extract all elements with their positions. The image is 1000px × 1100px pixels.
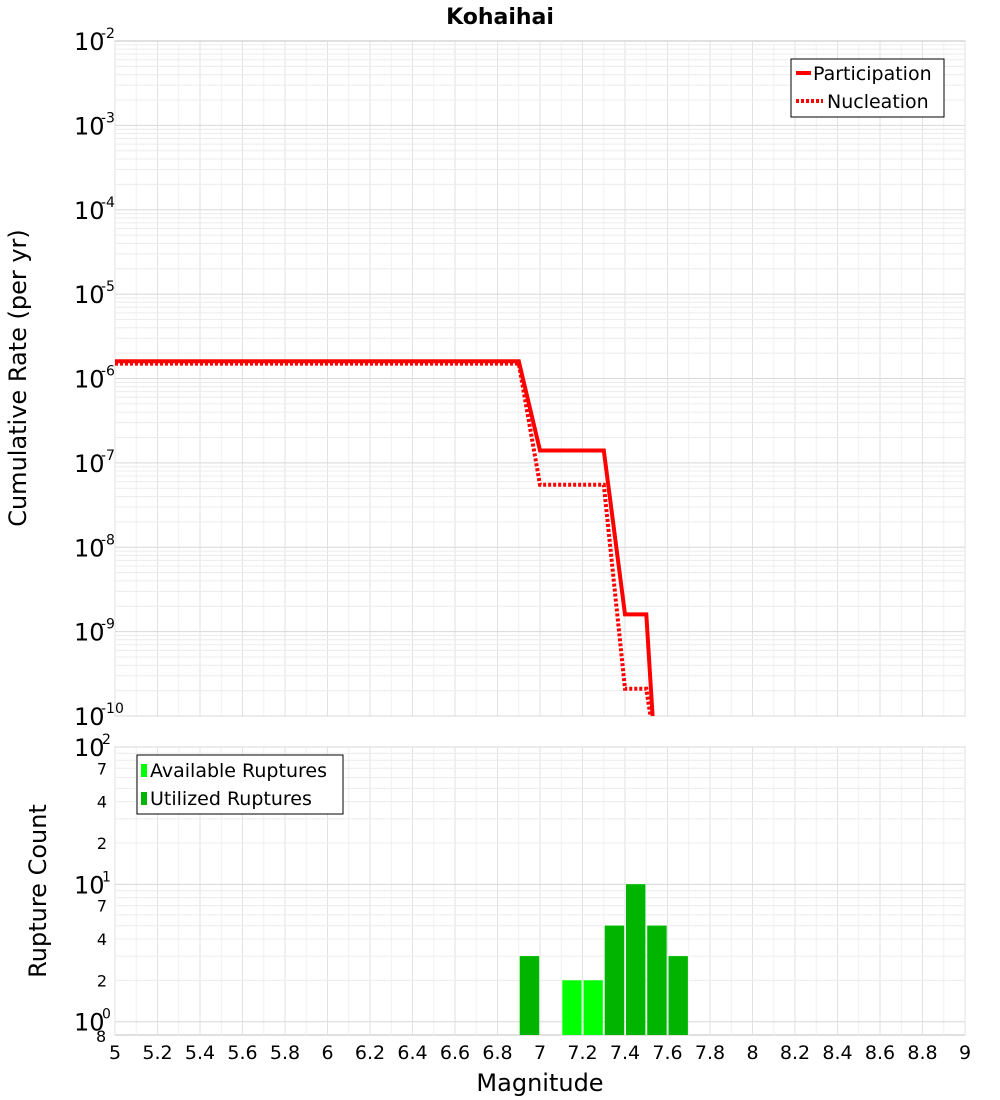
y-tick-label: 10-2 bbox=[74, 26, 115, 56]
x-tick-label: 8.6 bbox=[865, 1042, 895, 1064]
y-tick-base: 10 bbox=[74, 281, 105, 309]
legend-label-available: Available Ruptures bbox=[150, 760, 327, 782]
y-tick-label: 102 bbox=[74, 732, 111, 762]
bar-utilized-ruptures bbox=[519, 956, 540, 1035]
series-line-nucleation bbox=[115, 361, 653, 717]
x-tick-label: 6.4 bbox=[397, 1042, 427, 1064]
bottom-y-axis-label: Rupture Count bbox=[24, 804, 52, 978]
x-tick-label: 8 bbox=[746, 1042, 758, 1064]
y-tick-label: 2 bbox=[97, 834, 107, 853]
y-tick-base: 10 bbox=[74, 734, 105, 762]
y-tick-label: 10-4 bbox=[74, 195, 115, 225]
top-grid bbox=[114, 41, 966, 717]
legend-swatch-available bbox=[141, 764, 147, 777]
y-tick-label: 10-6 bbox=[74, 364, 115, 394]
bar-utilized-ruptures bbox=[604, 925, 625, 1035]
y-tick-base: 10 bbox=[74, 112, 105, 140]
x-tick-label: 8.2 bbox=[780, 1042, 810, 1064]
bar-utilized-ruptures bbox=[626, 884, 646, 1035]
y-tick-label: 7 bbox=[97, 897, 107, 916]
bottom-grid bbox=[114, 746, 966, 1035]
legend-label-utilized: Utilized Ruptures bbox=[150, 788, 312, 810]
x-tick-label: 7.2 bbox=[567, 1042, 597, 1064]
series-line-participation bbox=[115, 359, 655, 717]
y-tick-exponent: -5 bbox=[101, 279, 115, 295]
bar-utilized-ruptures bbox=[647, 925, 667, 1035]
legend-label-participation: Participation bbox=[813, 63, 932, 85]
bar-available-ruptures bbox=[583, 980, 603, 1035]
x-tick-label: 6.2 bbox=[355, 1042, 385, 1064]
x-tick-label: 7 bbox=[534, 1042, 546, 1064]
y-tick-exponent: 1 bbox=[102, 869, 111, 885]
y-tick-label-min: 8 bbox=[96, 1027, 106, 1046]
y-tick-label: 10-9 bbox=[74, 617, 115, 647]
x-tick-label: 6.6 bbox=[440, 1042, 470, 1064]
x-tick-label: 7.8 bbox=[695, 1042, 725, 1064]
top-legend: Participation Nucleation bbox=[790, 58, 945, 118]
x-tick-label: 6 bbox=[321, 1042, 333, 1064]
y-tick-label: 2 bbox=[97, 971, 107, 990]
y-tick-base: 10 bbox=[74, 619, 105, 647]
x-tick-label: 5.4 bbox=[185, 1042, 215, 1064]
y-tick-base: 10 bbox=[74, 28, 105, 56]
y-tick-label: 7 bbox=[97, 759, 107, 778]
x-tick-labels: 5 5.2 5.4 5.6 5.8 6 6.2 6.4 6.6 6.8 7 7.2 7.4 7.6 7.8 8… bbox=[109, 1042, 971, 1064]
y-tick-label: 100 bbox=[74, 1007, 111, 1037]
x-tick-label: 8.4 bbox=[822, 1042, 852, 1064]
y-tick-label: 10-3 bbox=[74, 110, 115, 140]
y-tick-label: 10-5 bbox=[74, 279, 115, 309]
y-tick-label: 10-10 bbox=[74, 701, 124, 731]
y-tick-label: 4 bbox=[97, 793, 107, 812]
x-tick-label: 5.2 bbox=[142, 1042, 172, 1064]
y-tick-base: 10 bbox=[74, 534, 105, 562]
y-tick-exponent: -7 bbox=[101, 448, 115, 464]
y-tick-base: 10 bbox=[74, 703, 105, 731]
y-tick-exponent: -2 bbox=[101, 26, 115, 42]
bottom-bars bbox=[519, 884, 688, 1035]
bar-utilized-ruptures bbox=[668, 956, 688, 1035]
x-tick-label: 8.8 bbox=[907, 1042, 937, 1064]
x-tick-label: 5 bbox=[109, 1042, 121, 1064]
y-tick-exponent: -6 bbox=[101, 364, 115, 380]
y-tick-exponent: -9 bbox=[101, 617, 115, 633]
y-tick-label: 4 bbox=[97, 930, 107, 949]
bar-available-ruptures bbox=[562, 980, 582, 1035]
y-tick-exponent: -4 bbox=[101, 195, 115, 211]
y-tick-base: 10 bbox=[74, 871, 105, 899]
y-tick-base: 10 bbox=[74, 197, 105, 225]
y-tick-label: 10-8 bbox=[74, 532, 115, 562]
x-tick-label: 5.8 bbox=[270, 1042, 300, 1064]
x-axis-label: Magnitude bbox=[476, 1069, 603, 1097]
y-tick-exponent: -10 bbox=[101, 701, 124, 717]
y-tick-base: 10 bbox=[74, 366, 105, 394]
top-series-lines bbox=[115, 359, 655, 717]
y-tick-exponent: -8 bbox=[101, 532, 115, 548]
x-tick-label: 7.4 bbox=[610, 1042, 640, 1064]
top-y-axis-label: Cumulative Rate (per yr) bbox=[4, 229, 32, 527]
y-tick-label: 101 bbox=[74, 869, 111, 899]
y-tick-base: 10 bbox=[74, 1009, 105, 1037]
x-tick-label: 5.6 bbox=[227, 1042, 257, 1064]
y-tick-label: 10-7 bbox=[74, 448, 115, 478]
y-tick-exponent: -3 bbox=[101, 110, 115, 126]
x-tick-label: 7.6 bbox=[652, 1042, 682, 1064]
chart-title: Kohaihai bbox=[446, 5, 554, 30]
top-y-tick-labels: 10-210-310-410-510-610-710-810-910-10 bbox=[74, 26, 124, 731]
bottom-legend: Available Ruptures Utilized Ruptures bbox=[136, 754, 344, 815]
legend-label-nucleation: Nucleation bbox=[827, 91, 929, 113]
y-tick-base: 10 bbox=[74, 450, 105, 478]
y-tick-exponent: 2 bbox=[102, 732, 111, 748]
legend-swatch-utilized bbox=[141, 792, 147, 805]
x-tick-label: 6.8 bbox=[482, 1042, 512, 1064]
y-tick-exponent: 0 bbox=[102, 1007, 111, 1023]
x-tick-label: 9 bbox=[959, 1042, 971, 1064]
